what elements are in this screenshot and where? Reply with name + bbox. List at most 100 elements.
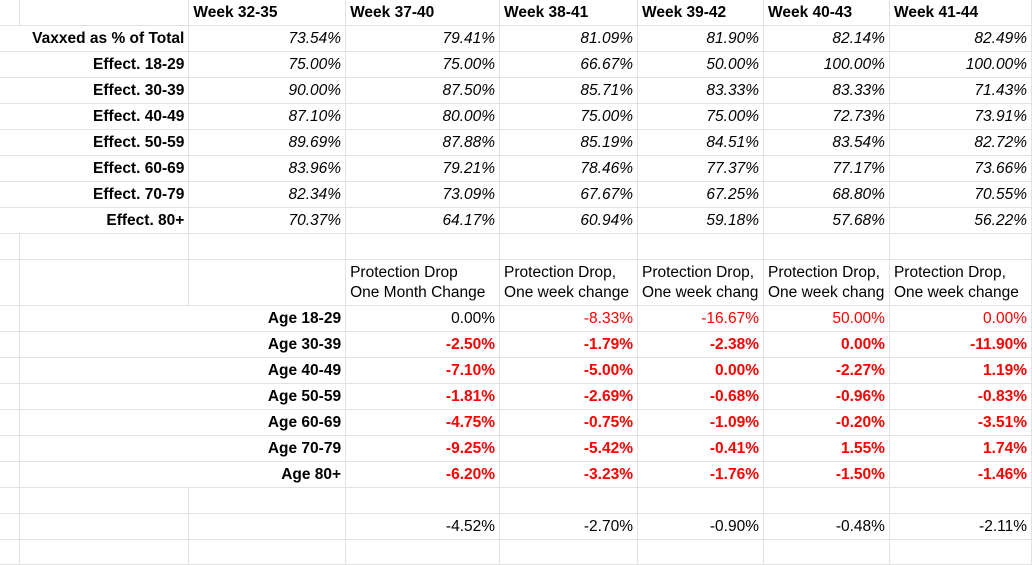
- cell[interactable]: [499, 233, 638, 260]
- cell[interactable]: [19, 233, 190, 260]
- value-cell[interactable]: -11.90%: [889, 331, 1032, 358]
- value-cell[interactable]: 1.55%: [763, 435, 890, 462]
- column-header-cell[interactable]: Week 41-44: [889, 0, 1032, 26]
- value-cell[interactable]: -2.69%: [499, 383, 638, 410]
- value-cell[interactable]: 68.80%: [763, 181, 890, 208]
- value-cell[interactable]: 59.18%: [637, 207, 764, 234]
- value-cell[interactable]: 81.09%: [499, 25, 638, 52]
- column-header-cell[interactable]: Week 37-40: [345, 0, 501, 26]
- summary-cell[interactable]: -0.48%: [763, 513, 890, 540]
- value-cell[interactable]: 75.00%: [188, 51, 347, 78]
- drop-header-cell[interactable]: Protection Drop One Month Change: [345, 259, 501, 306]
- row-label-cell[interactable]: Effect. 30-39: [0, 77, 190, 104]
- value-cell[interactable]: -16.67%: [637, 305, 764, 332]
- value-cell[interactable]: 70.37%: [188, 207, 347, 234]
- value-cell[interactable]: -1.79%: [499, 331, 638, 358]
- cell[interactable]: [0, 409, 21, 436]
- cell[interactable]: [0, 0, 21, 26]
- value-cell[interactable]: -9.25%: [345, 435, 501, 462]
- value-cell[interactable]: 79.41%: [345, 25, 501, 52]
- value-cell[interactable]: 87.10%: [188, 103, 347, 130]
- value-cell[interactable]: 77.17%: [763, 155, 890, 182]
- column-header-cell[interactable]: Week 39-42: [637, 0, 764, 26]
- value-cell[interactable]: -1.50%: [763, 461, 890, 488]
- value-cell[interactable]: 0.00%: [637, 357, 764, 384]
- drop-header-cell[interactable]: Protection Drop, One week change: [499, 259, 638, 306]
- value-cell[interactable]: 89.69%: [188, 129, 347, 156]
- row-label-cell[interactable]: Age 70-79: [19, 435, 347, 462]
- cell[interactable]: [188, 259, 347, 306]
- value-cell[interactable]: -1.09%: [637, 409, 764, 436]
- value-cell[interactable]: 87.88%: [345, 129, 501, 156]
- cell[interactable]: [763, 233, 890, 260]
- cell[interactable]: [19, 513, 190, 540]
- value-cell[interactable]: 67.25%: [637, 181, 764, 208]
- cell[interactable]: [0, 383, 21, 410]
- value-cell[interactable]: 77.37%: [637, 155, 764, 182]
- cell[interactable]: [637, 233, 764, 260]
- cell[interactable]: [763, 487, 890, 514]
- cell[interactable]: [0, 233, 21, 260]
- row-label-cell[interactable]: Effect. 40-49: [0, 103, 190, 130]
- cell[interactable]: [19, 487, 190, 514]
- value-cell[interactable]: -4.75%: [345, 409, 501, 436]
- row-label-cell[interactable]: Effect. 70-79: [0, 181, 190, 208]
- value-cell[interactable]: 85.71%: [499, 77, 638, 104]
- summary-cell[interactable]: -4.52%: [345, 513, 501, 540]
- value-cell[interactable]: 60.94%: [499, 207, 638, 234]
- value-cell[interactable]: -2.50%: [345, 331, 501, 358]
- drop-header-cell[interactable]: Protection Drop, One week chang: [763, 259, 890, 306]
- value-cell[interactable]: 82.49%: [889, 25, 1032, 52]
- value-cell[interactable]: 73.09%: [345, 181, 501, 208]
- value-cell[interactable]: 66.67%: [499, 51, 638, 78]
- row-label-cell[interactable]: Vaxxed as % of Total: [0, 25, 190, 52]
- cell[interactable]: [637, 487, 764, 514]
- value-cell[interactable]: 87.50%: [345, 77, 501, 104]
- value-cell[interactable]: 72.73%: [763, 103, 890, 130]
- value-cell[interactable]: 0.00%: [763, 331, 890, 358]
- cell[interactable]: [889, 487, 1032, 514]
- row-label-cell[interactable]: Effect. 50-59: [0, 129, 190, 156]
- value-cell[interactable]: 56.22%: [889, 207, 1032, 234]
- value-cell[interactable]: 83.54%: [763, 129, 890, 156]
- value-cell[interactable]: 80.00%: [345, 103, 501, 130]
- cell[interactable]: [0, 513, 21, 540]
- row-label-cell[interactable]: Effect. 60-69: [0, 155, 190, 182]
- value-cell[interactable]: -2.38%: [637, 331, 764, 358]
- value-cell[interactable]: 83.96%: [188, 155, 347, 182]
- cell[interactable]: [188, 513, 347, 540]
- value-cell[interactable]: -1.76%: [637, 461, 764, 488]
- value-cell[interactable]: -1.46%: [889, 461, 1032, 488]
- row-label-cell[interactable]: Age 60-69: [19, 409, 347, 436]
- value-cell[interactable]: -1.81%: [345, 383, 501, 410]
- value-cell[interactable]: 85.19%: [499, 129, 638, 156]
- cell[interactable]: [0, 331, 21, 358]
- column-header-cell[interactable]: Week 40-43: [763, 0, 890, 26]
- value-cell[interactable]: 83.33%: [763, 77, 890, 104]
- value-cell[interactable]: -0.68%: [637, 383, 764, 410]
- value-cell[interactable]: 100.00%: [763, 51, 890, 78]
- value-cell[interactable]: -0.83%: [889, 383, 1032, 410]
- row-label-cell[interactable]: Age 30-39: [19, 331, 347, 358]
- cell[interactable]: [0, 461, 21, 488]
- summary-cell[interactable]: -2.11%: [889, 513, 1032, 540]
- value-cell[interactable]: -0.20%: [763, 409, 890, 436]
- cell[interactable]: [0, 259, 21, 306]
- value-cell[interactable]: 81.90%: [637, 25, 764, 52]
- value-cell[interactable]: -0.75%: [499, 409, 638, 436]
- value-cell[interactable]: -5.42%: [499, 435, 638, 462]
- cell[interactable]: [345, 233, 501, 260]
- column-header-cell[interactable]: Week 38-41: [499, 0, 638, 26]
- value-cell[interactable]: -0.96%: [763, 383, 890, 410]
- value-cell[interactable]: -2.27%: [763, 357, 890, 384]
- cell[interactable]: [0, 487, 21, 514]
- value-cell[interactable]: 0.00%: [345, 305, 501, 332]
- value-cell[interactable]: -5.00%: [499, 357, 638, 384]
- value-cell[interactable]: -3.23%: [499, 461, 638, 488]
- cell[interactable]: [499, 487, 638, 514]
- value-cell[interactable]: 1.19%: [889, 357, 1032, 384]
- drop-header-cell[interactable]: Protection Drop, One week change: [889, 259, 1032, 306]
- value-cell[interactable]: 0.00%: [889, 305, 1032, 332]
- cell[interactable]: [188, 487, 347, 514]
- value-cell[interactable]: 75.00%: [637, 103, 764, 130]
